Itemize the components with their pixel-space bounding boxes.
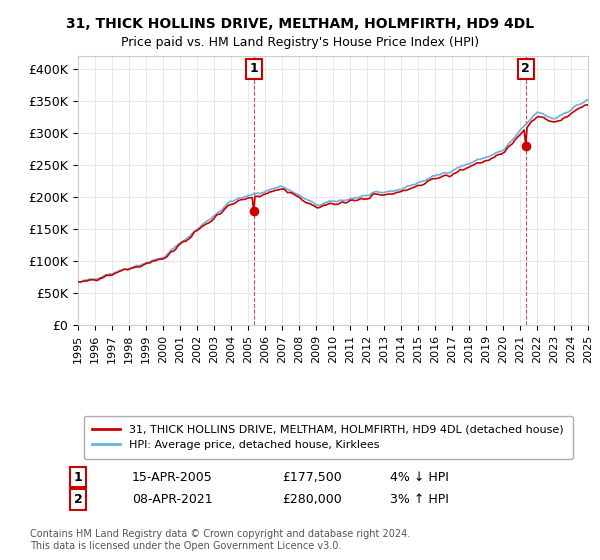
Text: 08-APR-2021: 08-APR-2021 bbox=[132, 493, 212, 506]
Text: £280,000: £280,000 bbox=[282, 493, 342, 506]
Text: 4% ↓ HPI: 4% ↓ HPI bbox=[390, 470, 449, 484]
Text: Contains HM Land Registry data © Crown copyright and database right 2024.
This d: Contains HM Land Registry data © Crown c… bbox=[30, 529, 410, 551]
Text: £177,500: £177,500 bbox=[282, 470, 342, 484]
Text: 2: 2 bbox=[521, 62, 530, 75]
Text: 3% ↑ HPI: 3% ↑ HPI bbox=[390, 493, 449, 506]
Text: 31, THICK HOLLINS DRIVE, MELTHAM, HOLMFIRTH, HD9 4DL: 31, THICK HOLLINS DRIVE, MELTHAM, HOLMFI… bbox=[66, 17, 534, 31]
Text: 1: 1 bbox=[74, 470, 82, 484]
Text: 1: 1 bbox=[249, 62, 258, 75]
Text: 2: 2 bbox=[74, 493, 82, 506]
Legend: 31, THICK HOLLINS DRIVE, MELTHAM, HOLMFIRTH, HD9 4DL (detached house), HPI: Aver: 31, THICK HOLLINS DRIVE, MELTHAM, HOLMFI… bbox=[83, 416, 572, 459]
Text: 15-APR-2005: 15-APR-2005 bbox=[132, 470, 213, 484]
Text: Price paid vs. HM Land Registry's House Price Index (HPI): Price paid vs. HM Land Registry's House … bbox=[121, 36, 479, 49]
